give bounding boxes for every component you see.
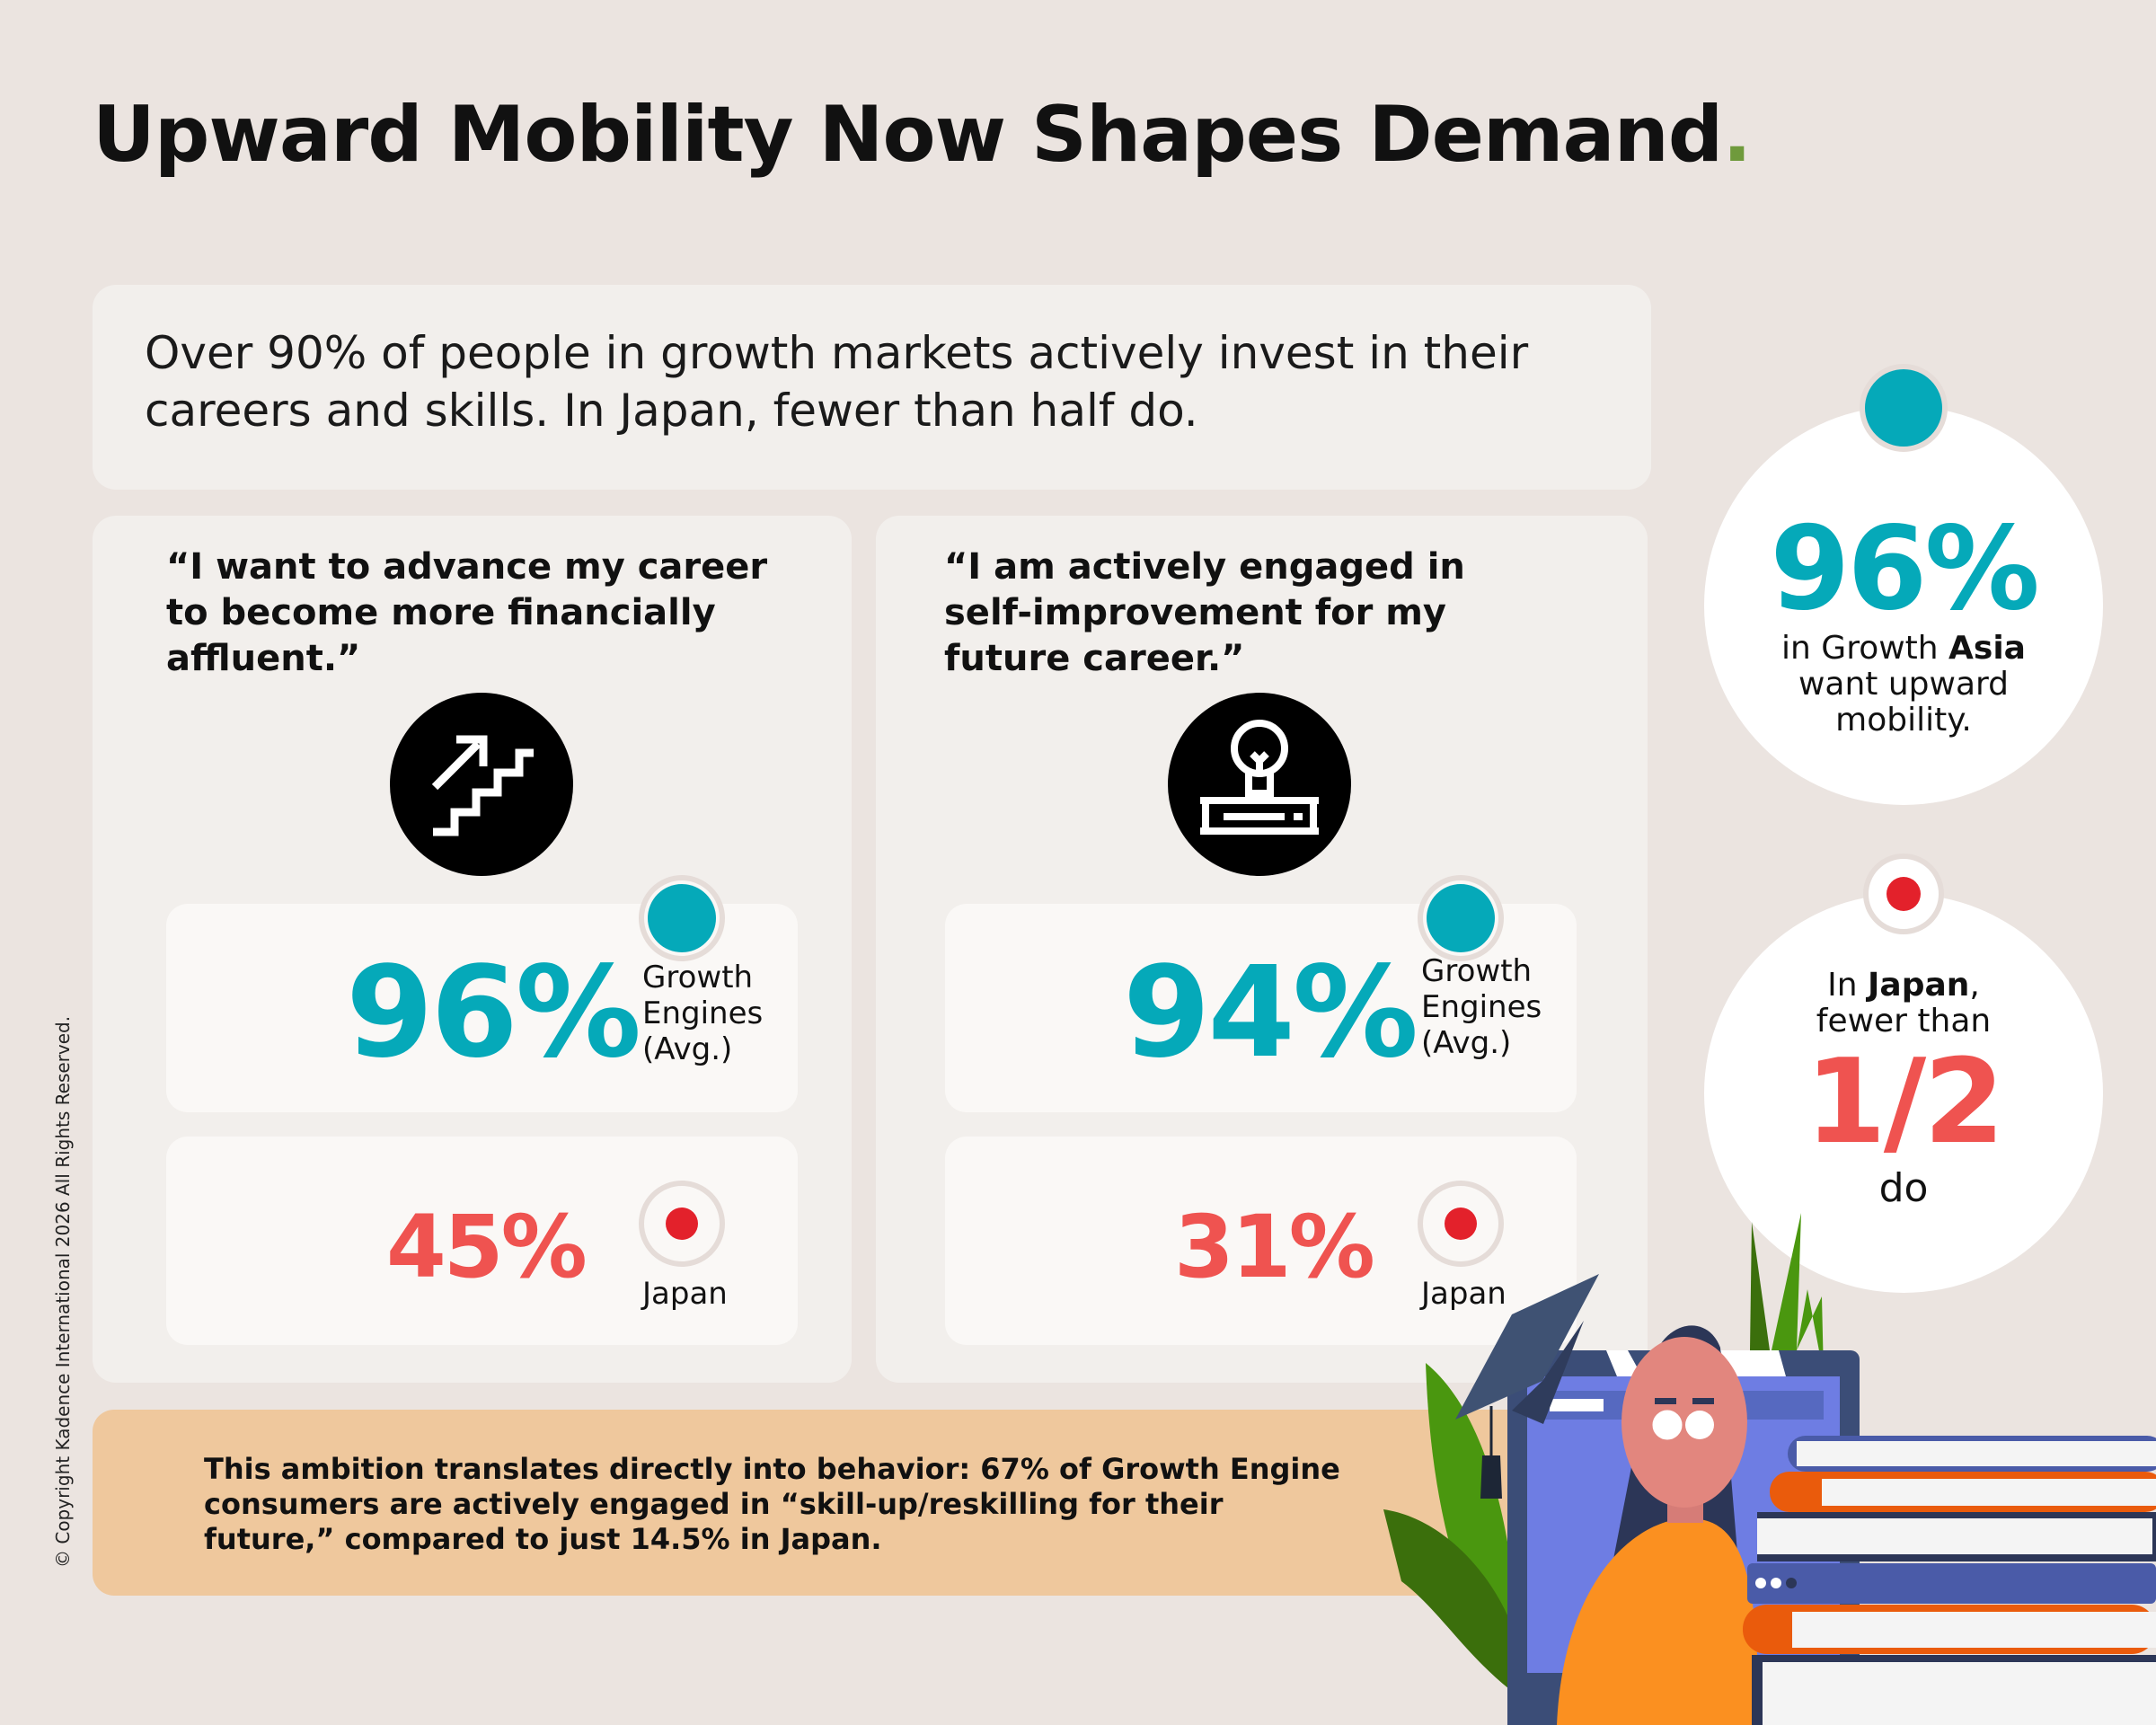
title-text: Upward Mobility Now Shapes Demand (93, 90, 1723, 180)
japan-label: Japan (1421, 1276, 1507, 1312)
growth-label: Growth Engines (Avg.) (642, 960, 764, 1067)
asia-value: 96% (1770, 502, 2039, 636)
books-stack-icon (1743, 1436, 2156, 1725)
stairs-up-arrow-icon (390, 693, 573, 876)
japan-stat-circle: In Japan, fewer than 1/2 do (1704, 894, 2103, 1293)
japan-flag-icon (639, 1181, 725, 1267)
page-title: Upward Mobility Now Shapes Demand. (93, 90, 1752, 180)
self-improvement-card: “I am actively engaged in self-improveme… (876, 516, 1648, 1383)
growth-value: 96% (346, 940, 641, 1086)
asia-label: in Growth Asia want upward mobility. (1781, 630, 2026, 739)
lightbulb-book-icon (1168, 693, 1351, 876)
japan-value: 45% (386, 1197, 588, 1297)
japan-flag-icon (1418, 1181, 1504, 1267)
student-figure (1557, 1325, 1759, 1725)
growth-label: Growth Engines (Avg.) (1421, 953, 1542, 1061)
japan-value: 31% (1174, 1197, 1375, 1297)
behavior-banner: This ambition translates directly into b… (93, 1410, 1575, 1596)
banner-text: This ambition translates directly into b… (204, 1452, 1340, 1556)
growth-dot-icon (1418, 875, 1504, 961)
copyright: © Copyright Kadence International 2026 A… (52, 1015, 74, 1568)
career-card: “I want to advance my career to become m… (93, 516, 852, 1383)
japan-do: do (1878, 1165, 1929, 1211)
title-dot: . (1722, 90, 1752, 180)
intro-box: Over 90% of people in growth markets act… (93, 285, 1651, 490)
japan-label: Japan (642, 1276, 728, 1312)
japan-circle-label: In Japan, fewer than (1816, 967, 1992, 1039)
teal-dot-icon (1860, 364, 1948, 452)
career-quote: “I want to advance my career to become m… (166, 546, 768, 679)
growth-dot-icon (639, 875, 725, 961)
japan-flag-icon (1863, 854, 1944, 934)
growth-value: 94% (1123, 940, 1418, 1086)
asia-stat-circle: 96% in Growth Asia want upward mobility. (1704, 406, 2103, 805)
japan-fraction: 1/2 (1805, 1033, 2004, 1170)
self-improvement-quote: “I am actively engaged in self-improveme… (944, 546, 1465, 679)
